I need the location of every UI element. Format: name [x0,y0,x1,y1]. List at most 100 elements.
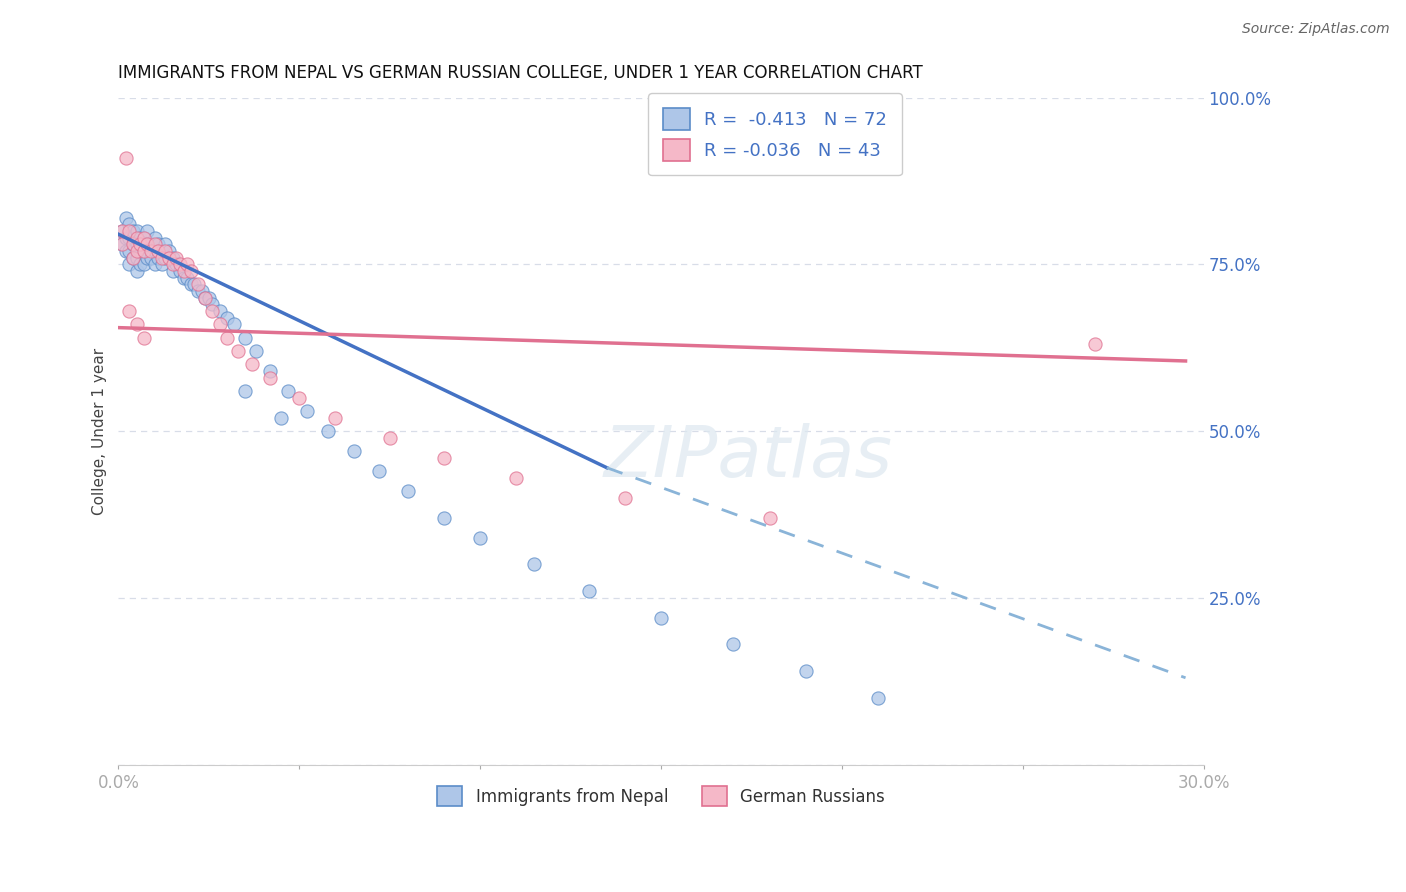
Point [155,251,177,265]
Point [342,444,364,458]
Point [155,244,177,258]
Point [118,257,141,271]
Point [136,237,159,252]
Point [136,224,159,238]
Point [150,244,173,258]
Point [240,357,263,371]
Point [613,491,636,505]
Point [150,251,173,265]
Point [233,384,256,398]
Point [233,331,256,345]
Point [316,424,339,438]
Point [180,264,202,278]
Point [165,257,187,271]
Point [433,450,456,465]
Point [201,304,224,318]
Text: IMMIGRANTS FROM NEPAL VS GERMAN RUSSIAN COLLEGE, UNDER 1 YEAR CORRELATION CHART: IMMIGRANTS FROM NEPAL VS GERMAN RUSSIAN … [118,64,924,82]
Point [118,244,141,258]
Point [208,304,231,318]
Point [794,664,817,678]
Point [125,251,148,265]
Point [396,483,419,498]
Point [367,464,389,478]
Point [259,364,281,378]
Point [150,257,173,271]
Point [180,277,202,292]
Point [187,277,209,292]
Point [122,237,145,252]
Point [650,611,672,625]
Point [162,257,184,271]
Point [139,244,162,258]
Point [155,237,177,252]
Text: Source: ZipAtlas.com: Source: ZipAtlas.com [1241,22,1389,37]
Point [132,244,155,258]
Point [111,224,134,238]
Point [378,431,401,445]
Point [132,230,155,244]
Point [176,270,198,285]
Point [148,237,170,252]
Point [129,237,152,252]
Point [288,391,311,405]
Point [226,343,249,358]
Point [125,264,148,278]
Point [157,251,180,265]
Point [183,277,205,292]
Point [143,257,166,271]
Point [165,251,187,265]
Point [136,237,159,252]
Point [111,224,134,238]
Point [173,270,195,285]
Legend: Immigrants from Nepal, German Russians: Immigrants from Nepal, German Russians [430,780,891,813]
Point [470,531,492,545]
Point [129,257,152,271]
Point [224,318,246,332]
Point [215,310,238,325]
Point [245,343,267,358]
Point [201,297,224,311]
Point [758,510,780,524]
Point [198,291,221,305]
Point [122,251,145,265]
Point [215,331,238,345]
Point [723,637,745,651]
Point [148,251,170,265]
Point [129,244,152,258]
Point [129,230,152,244]
Point [208,318,231,332]
Point [162,264,184,278]
Point [139,237,162,252]
Point [118,217,141,231]
Text: ZIPatlas: ZIPatlas [603,423,893,492]
Point [277,384,299,398]
Point [143,237,166,252]
Point [162,251,184,265]
Point [259,370,281,384]
Point [114,211,136,225]
Point [194,291,217,305]
Point [169,264,191,278]
Point [132,257,155,271]
Point [132,244,155,258]
Point [505,471,527,485]
Point [187,284,209,298]
Point [148,244,170,258]
Point [118,224,141,238]
Point [114,230,136,244]
Point [169,257,191,271]
Point [122,224,145,238]
Point [125,224,148,238]
Point [176,257,198,271]
Point [122,237,145,252]
Point [190,284,212,298]
Point [125,244,148,258]
Point [111,237,134,252]
Point [157,244,180,258]
Point [125,318,148,332]
Point [122,251,145,265]
Point [139,251,162,265]
Point [125,230,148,244]
Point [114,151,136,165]
Point [868,690,890,705]
